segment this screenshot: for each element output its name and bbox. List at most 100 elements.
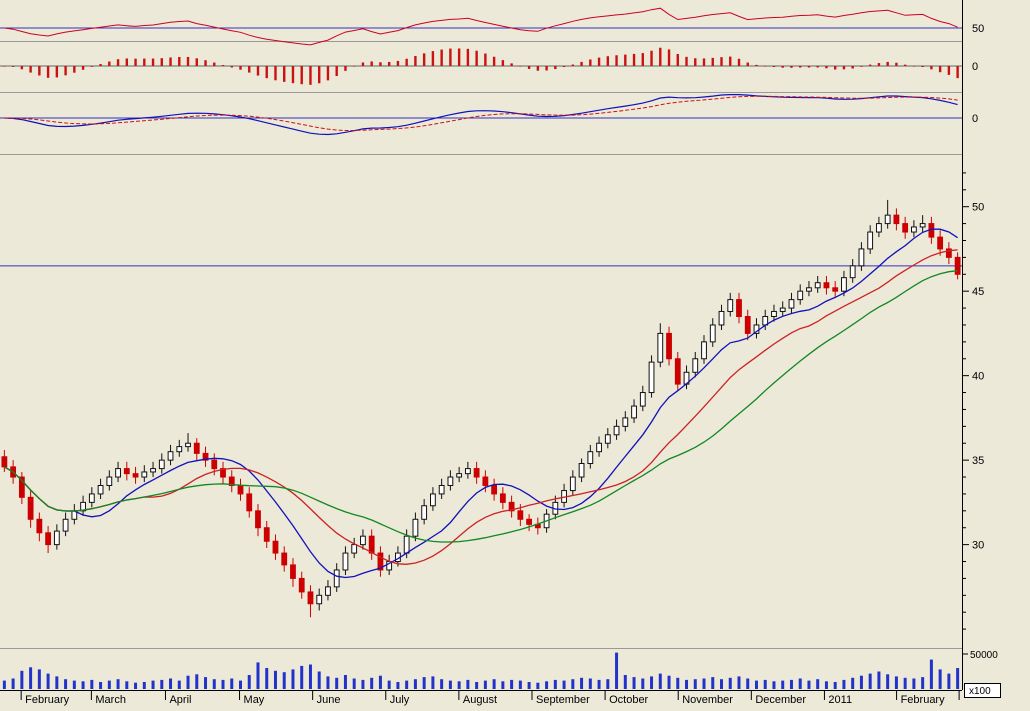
histogram-bar [632,53,636,66]
candle-body [876,223,882,233]
volume-bar [212,679,216,689]
volume-bar [772,681,776,689]
histogram-bar [772,66,776,67]
month-label: November [682,694,733,706]
macd-line [4,93,958,136]
histogram-bar [912,65,916,67]
candle-body [491,484,498,495]
histogram-bar [737,58,741,66]
candle-body [53,530,60,546]
histogram-bar [335,66,338,76]
candle-body [36,518,43,534]
candle-body [447,476,454,486]
volume-bar [859,675,863,689]
candle-body [604,434,611,444]
histogram-zero-label: 0 [972,61,978,73]
volume-bar [921,677,925,689]
histogram-bar [300,66,303,85]
month-label: February [901,694,946,706]
price-tick-label: 45 [972,286,984,298]
volume-panel [2,652,960,689]
histogram-bar [562,66,566,68]
candle-body [307,591,314,605]
histogram-bar [641,53,644,66]
candle-body [771,310,777,318]
histogram-bar [685,56,688,66]
histogram-bar [676,54,679,66]
candle-body [403,535,410,554]
volume-bar [527,682,531,689]
histogram-bar [466,48,470,66]
histogram-bar [29,66,32,73]
candle-body [123,468,130,475]
volume-bar [562,680,566,689]
histogram-bar [169,57,172,66]
histogram-bar [160,58,163,66]
volume-bar [851,677,855,689]
volume-bar [877,671,881,689]
volume-bar [475,682,479,689]
candle-body [596,442,602,453]
volume-bar [466,679,470,689]
volume-bar [273,670,277,689]
moving-averages [4,228,958,579]
histogram-bar [457,48,461,66]
histogram-bar [405,58,408,66]
volume-bar [291,669,295,689]
volume-bar [886,674,890,689]
candle-body [167,451,174,461]
volume-bar [239,680,242,689]
candle-body [290,564,296,579]
axes: 50 45 40 35 30 50 0 0 50000 x100 [0,0,1001,698]
month-label: May [244,694,265,706]
histogram-bar [204,60,207,66]
candle-body [648,361,655,394]
volume-bar [431,676,435,689]
macd-zero-label: 0 [972,113,978,125]
month-label: December [755,694,806,706]
histogram-bar [309,66,312,85]
candle-body [797,290,804,301]
candle-body [342,552,349,571]
volume-bar [195,674,199,689]
month-label: April [169,694,191,706]
volume-unit-box [964,683,1001,698]
histogram-bar [536,66,540,71]
volume-bar [693,679,697,689]
histogram-bar [947,66,951,75]
month-label: September [536,694,590,706]
volume-bar [658,673,662,689]
volume-bar [754,680,758,689]
histogram-bar [230,66,233,68]
histogram-bar [851,66,854,69]
volume-bar [116,679,120,689]
histogram-bar [352,66,356,67]
histogram-bar [833,66,837,70]
histogram-bar [38,66,41,76]
candle-body [814,282,821,289]
candle-body [622,417,629,427]
volume-tick-label: 50000 [970,650,998,661]
oscillator-panel [4,7,958,46]
histogram-bar [510,63,513,66]
histogram-bar [134,58,137,66]
volume-bar [405,680,409,689]
volume-bar [378,675,382,689]
volume-bar [64,679,68,689]
volume-bar [160,679,164,689]
histogram-bar [256,66,260,76]
volume-bar [256,662,260,689]
candle-body [508,501,515,512]
histogram-bar [239,66,242,70]
candle-body [430,493,436,507]
histogram-bar [921,66,924,68]
ma-short-line [4,228,958,579]
histogram-bar [221,65,225,66]
volume-bar [282,672,286,689]
candle-body [631,405,637,419]
candle-body [578,463,585,478]
histogram-bar [554,66,557,70]
month-label: August [463,694,497,706]
candle-body [132,473,139,478]
candle-body [272,540,279,554]
